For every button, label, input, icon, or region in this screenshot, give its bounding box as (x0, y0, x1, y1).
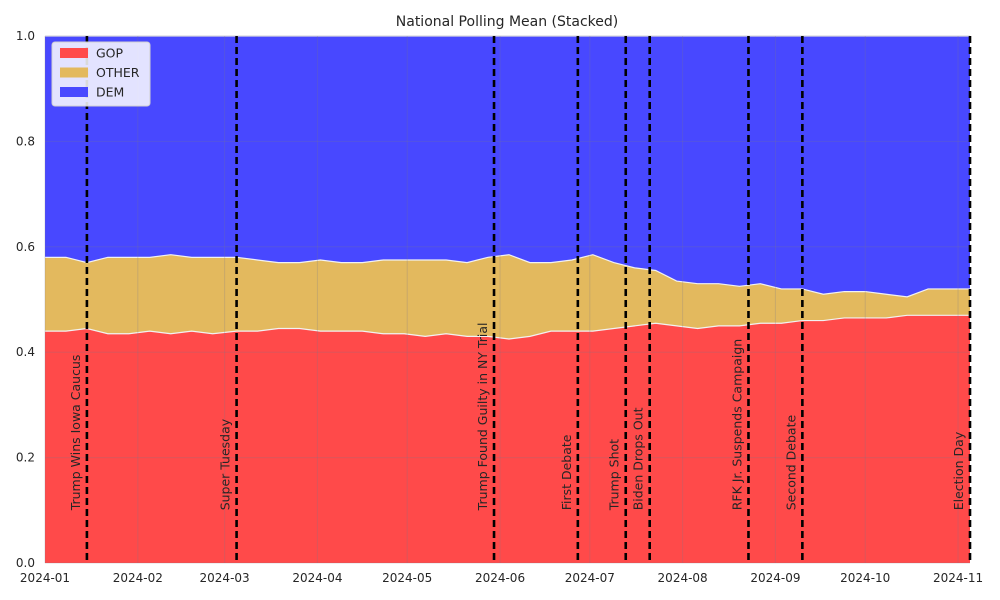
x-tick-label: 2024-10 (840, 571, 890, 585)
y-tick-label: 0.4 (16, 345, 35, 359)
x-tick-label: 2024-05 (382, 571, 432, 585)
event-label: Election Day (951, 431, 966, 510)
event-layer: Trump Wins Iowa Caucus Super Tuesday Trump… (68, 36, 972, 563)
y-tick-label: 1.0 (16, 29, 35, 43)
x-tick-label: 2024-02 (113, 571, 163, 585)
event-label: First Debate (559, 434, 574, 510)
series-area-other (45, 254, 970, 340)
legend: GOP OTHER DEM (51, 41, 151, 107)
x-tick-label: 2024-01 (20, 571, 70, 585)
y-axis-ticks: 0.0 0.2 0.4 0.6 0.8 1.0 (16, 29, 35, 570)
grid-layer (44, 35, 970, 564)
y-tick-label: 0.0 (16, 556, 35, 570)
legend-swatch-dem (60, 87, 88, 97)
x-tick-label: 2024-06 (475, 571, 525, 585)
legend-label-other: OTHER (96, 65, 140, 80)
event-label: Super Tuesday (218, 418, 233, 510)
event-label: RFK Jr. Suspends Campaign (729, 339, 744, 511)
y-tick-label: 0.2 (16, 451, 35, 465)
x-tick-label: 2024-07 (565, 571, 615, 585)
x-tick-label: 2024-11 (933, 571, 983, 585)
y-tick-label: 0.8 (16, 134, 35, 148)
x-tick-label: 2024-04 (292, 571, 342, 585)
area-layer (45, 36, 970, 563)
event-label: Biden Drops Out (631, 407, 646, 510)
y-tick-label: 0.6 (16, 240, 35, 254)
x-tick-label: 2024-08 (658, 571, 708, 585)
boundary-lines (45, 35, 970, 340)
x-tick-label: 2024-09 (750, 571, 800, 585)
x-axis-ticks: 2024-01 2024-02 2024-03 2024-04 2024-05 2024-… (20, 571, 983, 585)
event-label: Second Debate (783, 415, 798, 511)
series-area-gop (45, 315, 970, 563)
chart-title: National Polling Mean (Stacked) (396, 14, 618, 30)
series-boundary-gop (45, 314, 970, 340)
x-tick-label: 2024-03 (200, 571, 250, 585)
event-label: Trump Wins Iowa Caucus (68, 355, 83, 512)
legend-label-gop: GOP (96, 46, 124, 61)
event-label: Trump Shot (607, 439, 622, 511)
legend-swatch-other (60, 67, 88, 78)
event-label: Trump Found Guilty in NY Trial (475, 323, 490, 512)
series-boundary-other (45, 254, 970, 298)
series-area-dem (45, 36, 970, 297)
legend-swatch-gop (60, 48, 88, 58)
legend-label-dem: DEM (96, 85, 124, 100)
